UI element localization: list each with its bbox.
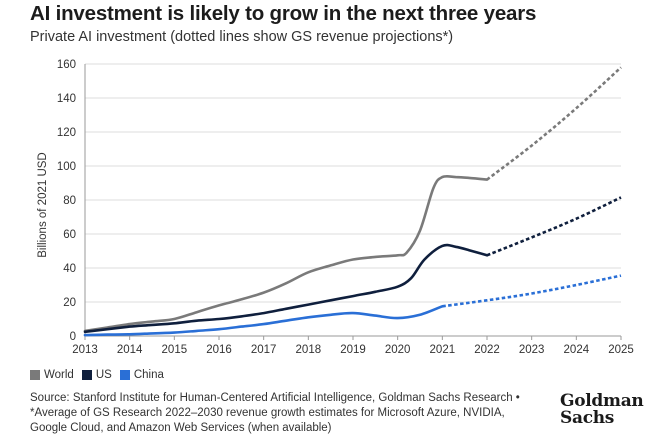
x-tick-label: 2019	[340, 344, 366, 356]
projection-line-world	[486, 66, 622, 181]
logo-line-2: Sachs	[560, 408, 615, 428]
source-line-2: *Average of GS Research 2022–2030 revenu…	[30, 407, 505, 419]
chart-title: AI investment is likely to grow in the n…	[30, 2, 537, 25]
series-line-world	[83, 174, 489, 333]
y-tick-label: 120	[57, 127, 76, 139]
projection-line-us	[486, 196, 622, 257]
series-line-us	[83, 243, 489, 334]
gridlines	[84, 63, 621, 337]
series-line-china	[83, 305, 444, 337]
y-tick-label: 40	[63, 263, 76, 275]
source-line-1: Source: Stanford Institute for Human-Cen…	[30, 392, 520, 404]
legend-swatch-china	[119, 370, 130, 380]
y-tick-label: 0	[70, 331, 76, 343]
series-lines	[83, 66, 622, 337]
x-tick-label: 2022	[474, 344, 500, 356]
legend-item-us: US	[81, 369, 112, 381]
logo-line-1: Goldman	[560, 391, 644, 411]
x-tick-label: 2016	[206, 344, 232, 356]
goldman-sachs-logo: Goldman Sachs	[560, 391, 644, 428]
y-tick-label: 140	[57, 93, 76, 105]
x-tick-label: 2017	[251, 344, 277, 356]
x-axis-ticks: 2013 2014 2015 2016 2017 2018 2019 2020 2021 2022…	[72, 336, 634, 356]
legend-label-us: US	[95, 369, 112, 381]
legend: World US China	[30, 369, 164, 381]
y-axis-ticks: 0 20 40 60 80 100 120 140 160	[57, 59, 76, 343]
x-tick-label: 2014	[117, 344, 143, 356]
legend-item-china: China	[119, 369, 164, 381]
y-axis-label: Billions of 2021 USD	[37, 152, 49, 257]
source-note: Source: Stanford Institute for Human-Cen…	[30, 391, 560, 436]
x-tick-label: 2025	[608, 344, 634, 356]
source-line-3: Google Cloud, and Amazon Web Services (w…	[30, 422, 332, 434]
x-tick-label: 2018	[296, 344, 322, 356]
projection-line-china	[442, 274, 622, 308]
legend-label-world: World	[44, 369, 74, 381]
legend-label-china: China	[133, 369, 164, 381]
y-tick-label: 20	[63, 297, 76, 309]
legend-swatch-us	[81, 370, 92, 380]
legend-item-world: World	[30, 369, 74, 381]
x-tick-label: 2015	[162, 344, 188, 356]
legend-swatch-world	[30, 370, 40, 380]
x-tick-label: 2024	[564, 344, 590, 356]
x-tick-label: 2020	[385, 344, 411, 356]
y-tick-label: 100	[57, 161, 76, 173]
chart-subtitle: Private AI investment (dotted lines show…	[30, 29, 454, 45]
x-tick-label: 2023	[519, 344, 545, 356]
y-tick-label: 60	[63, 229, 76, 241]
y-tick-label: 80	[63, 195, 76, 207]
x-tick-label: 2021	[430, 344, 456, 356]
x-tick-label: 2013	[72, 344, 98, 356]
y-tick-label: 160	[57, 59, 76, 71]
